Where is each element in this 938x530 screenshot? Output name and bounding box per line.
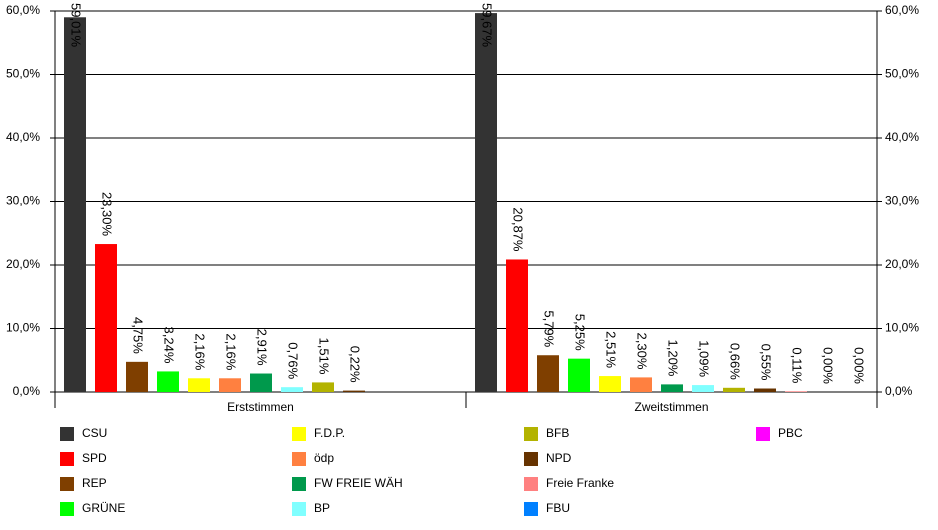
legend-swatch	[524, 502, 538, 516]
value-label: 3,24%	[162, 327, 177, 364]
value-label: 1,51%	[317, 338, 332, 375]
value-label: 2,16%	[193, 333, 208, 370]
bar	[599, 376, 621, 392]
y2-tick-label: 30,0%	[885, 194, 919, 208]
legend-swatch	[292, 452, 306, 466]
legend-label: SPD	[82, 451, 107, 465]
legend-label: BP	[314, 501, 330, 515]
bar	[95, 244, 117, 392]
legend-label: Freie Franke	[546, 476, 614, 490]
legend-label: CSU	[82, 426, 107, 440]
legend-label: REP	[82, 476, 107, 490]
y2-tick-label: 50,0%	[885, 67, 919, 81]
legend-swatch	[292, 477, 306, 491]
legend-swatch	[524, 452, 538, 466]
legend-swatch	[524, 427, 538, 441]
legend-label: NPD	[546, 451, 572, 465]
legend-swatch	[60, 427, 74, 441]
bar	[250, 373, 272, 392]
bar	[343, 390, 365, 392]
value-label: 2,30%	[635, 333, 650, 370]
y-tick-label: 50,0%	[6, 67, 40, 81]
bar	[188, 378, 210, 392]
value-label: 5,79%	[542, 310, 557, 347]
bar	[157, 371, 179, 392]
value-label: 4,75%	[131, 317, 146, 354]
value-label: 2,51%	[604, 331, 619, 368]
y-tick-label: 60,0%	[6, 3, 40, 17]
y-tick-label: 30,0%	[6, 194, 40, 208]
legend-swatch	[60, 452, 74, 466]
value-label: 59,01%	[69, 3, 84, 48]
bar	[785, 391, 807, 392]
bar	[568, 358, 590, 392]
y2-tick-label: 20,0%	[885, 257, 919, 271]
bar	[64, 17, 86, 393]
bar	[723, 387, 745, 392]
y2-tick-label: 0,0%	[885, 384, 913, 398]
bar	[537, 355, 559, 392]
value-label: 0,00%	[852, 347, 867, 384]
bar	[312, 382, 334, 392]
value-label: 23,30%	[100, 192, 115, 237]
legend-swatch	[292, 502, 306, 516]
value-label: 0,22%	[348, 346, 363, 383]
bar	[219, 378, 241, 392]
value-label: 2,91%	[255, 329, 270, 366]
legend-label: F.D.P.	[314, 426, 345, 440]
y2-tick-label: 40,0%	[885, 130, 919, 144]
legend-label: PBC	[778, 426, 803, 440]
value-label: 0,00%	[821, 347, 836, 384]
legend-label: BFB	[546, 426, 569, 440]
legend-label: ödp	[314, 451, 334, 465]
value-label: 1,09%	[697, 340, 712, 377]
legend-swatch	[756, 427, 770, 441]
value-label: 5,25%	[573, 314, 588, 351]
bar	[754, 388, 776, 392]
bar	[692, 385, 714, 392]
legend-label: FW FREIE WÄH	[314, 476, 403, 490]
x-tick-label: Erststimmen	[227, 400, 294, 414]
y-tick-label: 10,0%	[6, 321, 40, 335]
y-tick-label: 40,0%	[6, 130, 40, 144]
y-tick-label: 20,0%	[6, 257, 40, 271]
value-label: 20,87%	[511, 207, 526, 252]
bar	[506, 259, 528, 392]
legend-swatch	[524, 477, 538, 491]
bar	[475, 13, 497, 393]
value-label: 59,67%	[480, 3, 495, 48]
legend-swatch	[60, 502, 74, 516]
value-label: 2,16%	[224, 333, 239, 370]
legend-swatch	[60, 477, 74, 491]
legend-swatch	[292, 427, 306, 441]
bar	[126, 361, 148, 392]
value-label: 1,20%	[666, 340, 681, 377]
bar	[281, 387, 303, 392]
y2-tick-label: 60,0%	[885, 3, 919, 17]
y-tick-label: 0,0%	[13, 384, 41, 398]
bar	[630, 377, 652, 392]
value-label: 0,76%	[286, 342, 301, 379]
x-tick-label: Zweitstimmen	[634, 400, 708, 414]
y2-tick-label: 10,0%	[885, 321, 919, 335]
legend-label: GRÜNE	[82, 501, 125, 515]
bar	[661, 384, 683, 392]
value-label: 0,55%	[759, 344, 774, 381]
legend-label: FBU	[546, 501, 570, 515]
value-label: 0,11%	[790, 347, 805, 383]
value-label: 0,66%	[728, 343, 743, 380]
